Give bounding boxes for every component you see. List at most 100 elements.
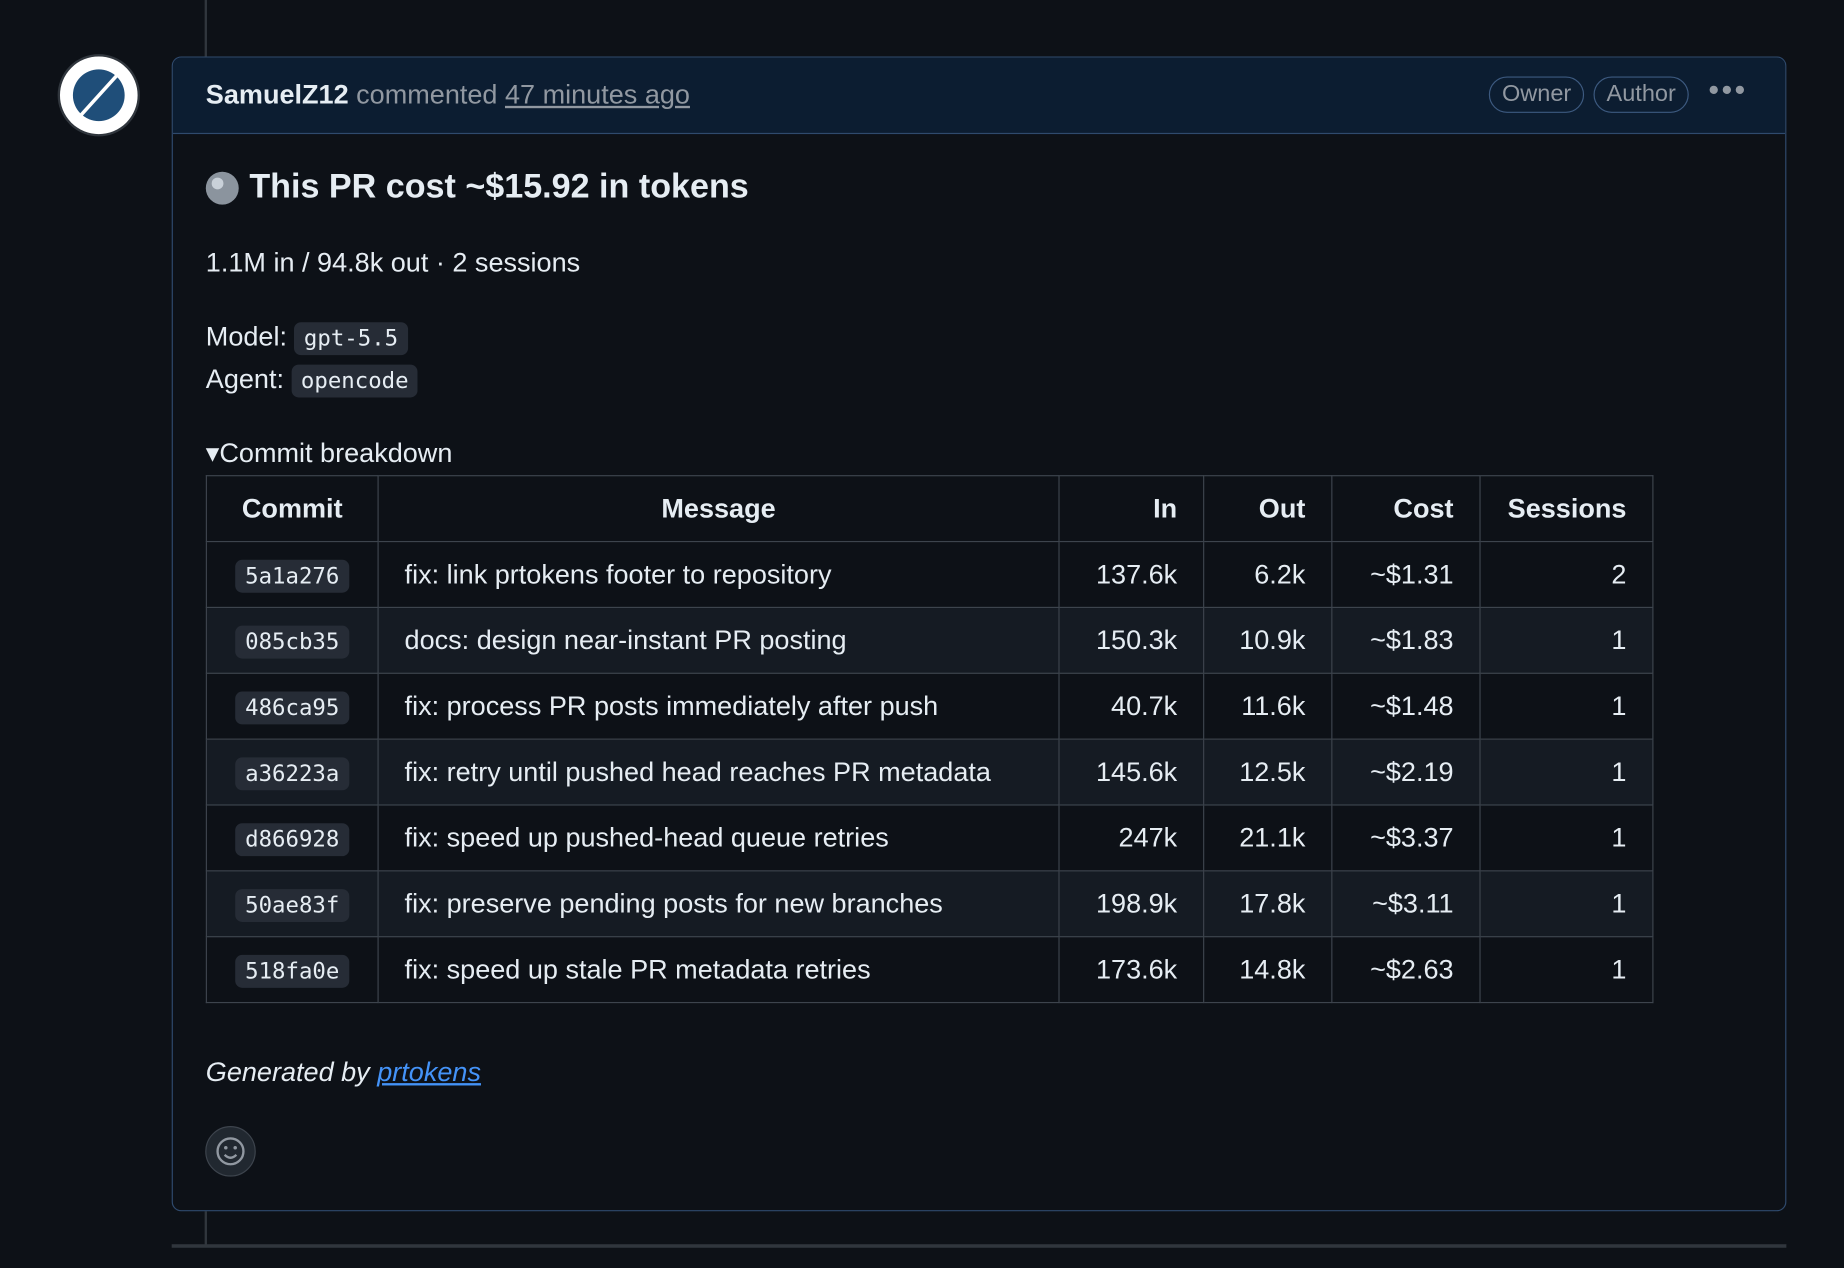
cell: ~$1.83 (1331, 606, 1481, 674)
cell-text: ~$2.19 (1370, 756, 1454, 787)
column-header: In (1058, 475, 1205, 543)
cell-text: ~$3.37 (1370, 822, 1454, 853)
cell-text: 2 (1611, 558, 1627, 590)
timestamp[interactable]: 47 minutes ago (504, 78, 690, 110)
cell-text: 247k (1118, 822, 1178, 853)
cell-text: ~$3.11 (1372, 887, 1454, 919)
model-row: Model: gpt-5.5 (205, 321, 408, 356)
cell-text: 21.1k (1239, 822, 1306, 853)
cell-text: 1 (1611, 690, 1627, 721)
cell: 14.8k (1203, 936, 1333, 1004)
moon-icon (205, 171, 239, 205)
agent: opencode (291, 364, 418, 398)
agent-row: Agent: opencode (205, 363, 418, 398)
badge: Author (1593, 76, 1689, 113)
cell: 5a1a276 (205, 540, 379, 609)
summary: 1.1M in / 94.8k out · 2 sessions (205, 246, 581, 278)
cell: 486ca95 (205, 672, 379, 740)
comment-header: SamuelZ12 commented 47 minutes ago Owner… (172, 57, 1786, 135)
cell-text: 1 (1611, 756, 1627, 787)
cell: 247k (1058, 804, 1205, 872)
author[interactable]: SamuelZ12 (205, 78, 349, 110)
footer: Generated by prtokens (206, 1056, 481, 1088)
cell: 1 (1479, 606, 1654, 674)
cell-text: fix: preserve pending posts for new bran… (404, 887, 943, 919)
label: Commit breakdown (219, 437, 453, 469)
cell-text: fix: process PR posts immediately after … (404, 690, 939, 721)
cell: 50ae83f (205, 870, 379, 938)
cell: 17.8k (1203, 870, 1333, 938)
cell: 6.2k (1203, 540, 1333, 609)
timeline (204, 1211, 207, 1247)
cell-text: 150.3k (1095, 624, 1178, 656)
column-header: Sessions (1479, 475, 1654, 543)
menu[interactable]: ••• (1708, 71, 1748, 108)
cell-text: 145.6k (1095, 756, 1178, 787)
cell: 1 (1479, 804, 1654, 872)
cell: 40.7k (1058, 672, 1205, 740)
reaction-button[interactable] (205, 1125, 257, 1177)
avatar[interactable] (56, 53, 141, 138)
badge: Owner (1489, 76, 1585, 113)
cell: ~$3.11 (1331, 870, 1481, 938)
table-row: 518fa0e fix: speed up stale PR metadata r… (205, 936, 1654, 1004)
cell: ~$2.19 (1331, 738, 1481, 806)
cell: 21.1k (1203, 804, 1333, 872)
cell-text: 1 (1611, 887, 1627, 919)
footer-link[interactable]: prtokens (377, 1056, 481, 1087)
cell: a36223a (205, 738, 379, 806)
cell-text: 14.8k (1239, 953, 1306, 985)
label: Model: (205, 321, 288, 352)
cell-text: docs: design near-instant PR posting (404, 624, 847, 656)
label: Agent: (205, 363, 285, 394)
cell: 085cb35 (205, 606, 379, 674)
cell-text: 6.2k (1254, 558, 1306, 590)
cell: 2 (1479, 540, 1654, 609)
cell-text: fix: retry until pushed head reaches PR … (404, 756, 991, 787)
commit-sha: 518fa0e (235, 954, 349, 988)
cell-text: ~$1.48 (1370, 690, 1454, 721)
cell-text: 12.5k (1239, 756, 1306, 787)
cell: 1 (1479, 870, 1654, 938)
cell: 1 (1479, 936, 1654, 1004)
cell-text: fix: link prtokens footer to repository (404, 558, 832, 590)
details-summary[interactable]: ▾Commit breakdown (205, 437, 453, 469)
cell-text: 173.6k (1095, 953, 1178, 985)
cell: 1 (1479, 672, 1654, 740)
model: gpt-5.5 (294, 322, 408, 356)
cell: fix: link prtokens footer to repository (377, 540, 1060, 609)
cell-text: ~$2.63 (1370, 953, 1454, 985)
cell-text: 137.6k (1095, 558, 1178, 590)
cell: fix: speed up stale PR metadata retries (377, 936, 1060, 1004)
cell-text: 1 (1611, 624, 1627, 656)
breakdown-table: Commit Message In Out Cost Sessions 5a1a276 fix… (205, 475, 1654, 1004)
cell: fix: speed up pushed-head queue retries (377, 804, 1060, 872)
cell: 137.6k (1058, 540, 1205, 609)
cell: fix: process PR posts immediately after … (377, 672, 1060, 740)
cell: 10.9k (1203, 606, 1333, 674)
cell-text: 1 (1611, 953, 1627, 985)
cell-text: 1 (1611, 822, 1627, 853)
cell: ~$3.37 (1331, 804, 1481, 872)
cell: ~$2.63 (1331, 936, 1481, 1004)
badges: Owner Author (1480, 76, 1689, 113)
commit-sha: 085cb35 (235, 625, 349, 659)
column-header: Commit (205, 475, 379, 543)
commit-sha: 50ae83f (235, 889, 349, 922)
table-row: d866928 fix: speed up pushed-head queue r… (205, 804, 1654, 872)
cell: 150.3k (1058, 606, 1205, 674)
table-row: 50ae83f fix: preserve pending posts for n… (205, 870, 1654, 938)
cell-text: 40.7k (1111, 690, 1178, 721)
cell: 518fa0e (205, 936, 379, 1004)
table-row: a36223a fix: retry until pushed head reac… (205, 738, 1654, 806)
column-header: Out (1203, 475, 1333, 543)
table-row: 486ca95 fix: process PR posts immediately… (205, 672, 1654, 740)
cell-text: ~$1.83 (1370, 624, 1454, 656)
cell-text: fix: speed up pushed-head queue retries (404, 822, 889, 853)
table-row: 085cb35 docs: design near-instant PR post… (205, 606, 1654, 674)
column-header: Cost (1331, 475, 1481, 543)
cell: docs: design near-instant PR posting (377, 606, 1060, 674)
action: commented (356, 78, 498, 110)
header-row: Commit Message In Out Cost Sessions (205, 475, 1654, 543)
cell: ~$1.31 (1331, 540, 1481, 609)
